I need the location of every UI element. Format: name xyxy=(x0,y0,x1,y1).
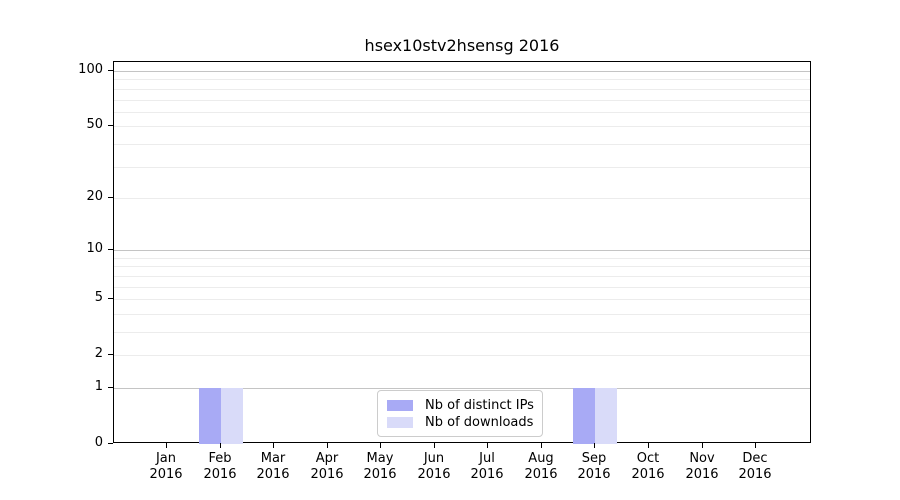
legend-item-downloads: Nb of downloads xyxy=(387,414,534,430)
x-tick-label-3: Apr 2016 xyxy=(310,451,344,482)
bar-downloads-sep-2016 xyxy=(595,388,617,444)
gridline-10 xyxy=(114,250,810,251)
x-tick-label-11: Dec 2016 xyxy=(738,451,772,482)
x-tick-10 xyxy=(702,443,703,448)
y-tick-20 xyxy=(108,197,113,198)
x-tick-label-9: Oct 2016 xyxy=(631,451,665,482)
gridline-80 xyxy=(114,89,810,90)
y-tick-label-20: 20 xyxy=(86,189,103,204)
x-tick-label-7: Aug 2016 xyxy=(524,451,558,482)
y-tick-2 xyxy=(108,354,113,355)
y-tick-label-2: 2 xyxy=(94,346,103,361)
gridline-50 xyxy=(114,126,810,127)
plot-area xyxy=(113,61,811,444)
legend-swatch-downloads xyxy=(387,416,413,428)
gridline-60 xyxy=(114,112,810,113)
gridline-8 xyxy=(114,266,810,267)
gridline-40 xyxy=(114,144,810,145)
y-tick-0 xyxy=(108,443,113,444)
gridline-90 xyxy=(114,79,810,80)
legend-label-distinct-ips: Nb of distinct IPs xyxy=(425,397,534,413)
gridline-2 xyxy=(114,355,810,356)
bar-distinct-ips-feb-2016 xyxy=(199,388,221,444)
gridline-5 xyxy=(114,299,810,300)
y-tick-label-100: 100 xyxy=(78,62,103,77)
x-tick-11 xyxy=(755,443,756,448)
y-tick-1 xyxy=(108,387,113,388)
y-tick-10 xyxy=(108,249,113,250)
x-tick-label-10: Nov 2016 xyxy=(685,451,719,482)
legend-swatch-distinct-ips xyxy=(387,399,413,411)
x-tick-9 xyxy=(648,443,649,448)
x-tick-label-0: Jan 2016 xyxy=(149,451,183,482)
x-tick-label-6: Jul 2016 xyxy=(470,451,504,482)
gridline-70 xyxy=(114,100,810,101)
x-tick-3 xyxy=(327,443,328,448)
x-tick-5 xyxy=(434,443,435,448)
x-tick-label-4: May 2016 xyxy=(363,451,397,482)
y-tick-label-5: 5 xyxy=(94,290,103,305)
x-tick-6 xyxy=(487,443,488,448)
y-tick-label-1: 1 xyxy=(94,379,103,394)
x-tick-8 xyxy=(594,443,595,448)
y-tick-100 xyxy=(108,70,113,71)
gridline-6 xyxy=(114,287,810,288)
x-tick-label-1: Feb 2016 xyxy=(203,451,237,482)
y-tick-label-10: 10 xyxy=(86,241,103,256)
gridline-20 xyxy=(114,198,810,199)
x-tick-4 xyxy=(380,443,381,448)
y-tick-label-50: 50 xyxy=(86,117,103,132)
legend: Nb of distinct IPs Nb of downloads xyxy=(377,390,543,437)
gridline-100 xyxy=(114,71,810,72)
gridline-30 xyxy=(114,167,810,168)
x-tick-7 xyxy=(541,443,542,448)
bar-distinct-ips-sep-2016 xyxy=(573,388,595,444)
x-tick-label-5: Jun 2016 xyxy=(417,451,451,482)
gridline-9 xyxy=(114,258,810,259)
gridline-7 xyxy=(114,276,810,277)
x-tick-label-2: Mar 2016 xyxy=(256,451,290,482)
y-tick-50 xyxy=(108,125,113,126)
gridline-3 xyxy=(114,332,810,333)
gridline-4 xyxy=(114,314,810,315)
y-tick-label-0: 0 xyxy=(94,435,103,450)
x-tick-label-8: Sep 2016 xyxy=(577,451,611,482)
y-tick-5 xyxy=(108,298,113,299)
x-tick-2 xyxy=(273,443,274,448)
x-tick-1 xyxy=(220,443,221,448)
chart-title: hsex10stv2hsensg 2016 xyxy=(364,36,560,55)
gridline-1 xyxy=(114,388,810,389)
bar-downloads-feb-2016 xyxy=(221,388,243,444)
x-tick-0 xyxy=(166,443,167,448)
legend-item-distinct-ips: Nb of distinct IPs xyxy=(387,397,534,413)
legend-label-downloads: Nb of downloads xyxy=(425,414,534,430)
